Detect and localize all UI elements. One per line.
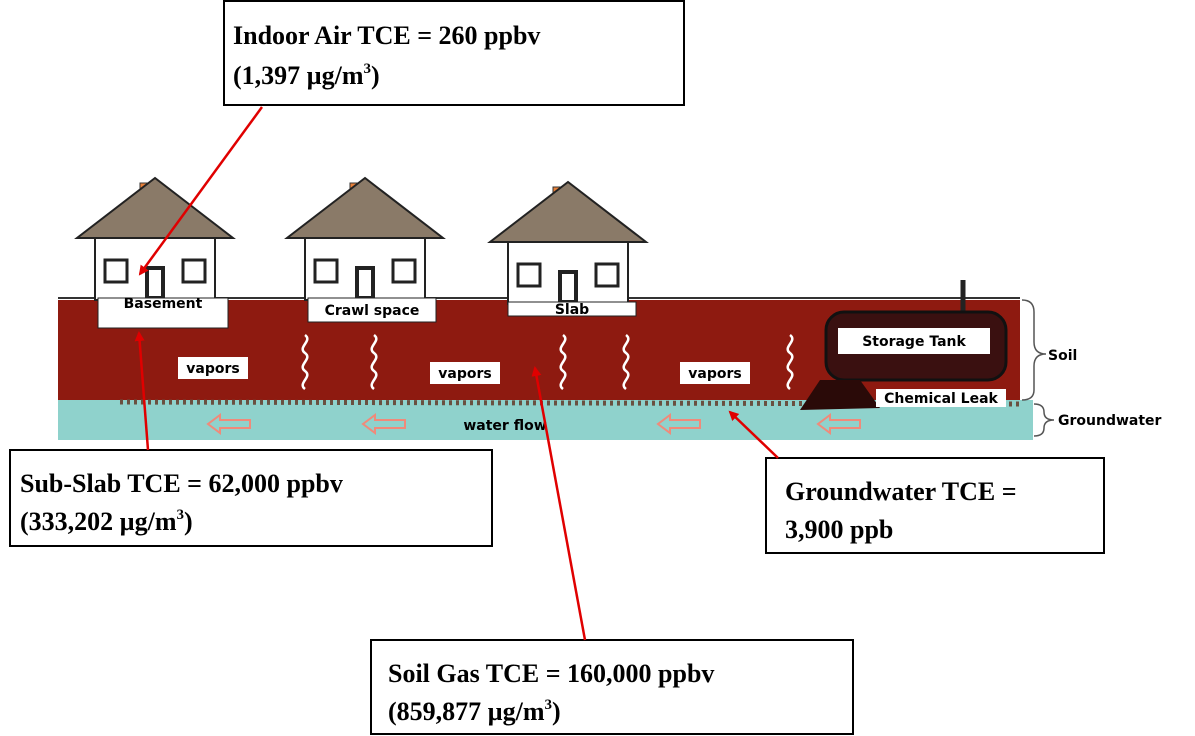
vapors-label: vapors: [688, 366, 741, 382]
callout-text: ): [371, 61, 380, 90]
callout-text: (333,202 µg/m: [20, 507, 177, 536]
callout-text: 3,900 ppb: [785, 515, 893, 544]
page: {"callouts": { "indoor_air": {"line1": "…: [0, 0, 1195, 736]
callout-text: Soil Gas TCE = 160,000 ppbv: [388, 659, 714, 688]
callout-text: (333,202 µg/m3): [20, 507, 193, 536]
layer-label: Soil: [1048, 348, 1077, 364]
water-flow-label: water flow: [463, 418, 546, 434]
callout-text: (1,397 µg/m3): [233, 61, 380, 90]
callout-text: Sub-Slab TCE = 62,000 ppbv: [20, 469, 343, 498]
house: [287, 178, 443, 300]
diagram: Basement Crawl space Slab Storage Tank C…: [0, 0, 1195, 736]
callout-text: ): [184, 507, 193, 536]
house-label: Slab: [555, 302, 589, 318]
tank-label: Storage Tank: [862, 334, 966, 350]
layer-label: Groundwater: [1058, 413, 1162, 429]
house-label: Basement: [124, 296, 203, 312]
superscript: 3: [177, 507, 185, 523]
vapors-label: vapors: [186, 361, 239, 377]
superscript: 3: [545, 697, 553, 713]
gw-brace: [1034, 404, 1054, 436]
body: Basement Crawl space Slab Storage Tank C…: [0, 0, 1195, 736]
soil-brace: [1022, 300, 1046, 400]
leak-label: Chemical Leak: [884, 391, 998, 407]
superscript: 3: [364, 61, 372, 77]
callout-text: Indoor Air TCE = 260 ppbv: [233, 21, 540, 50]
callout-text: (859,877 µg/m3): [388, 697, 561, 726]
callout-text: ): [552, 697, 561, 726]
callout-text: (1,397 µg/m: [233, 61, 364, 90]
house: [77, 178, 233, 300]
callout-text: (859,877 µg/m: [388, 697, 545, 726]
callout-text: Groundwater TCE =: [785, 477, 1017, 506]
house: [490, 182, 646, 304]
vapors-label: vapors: [438, 366, 491, 382]
house-label: Crawl space: [325, 303, 420, 319]
